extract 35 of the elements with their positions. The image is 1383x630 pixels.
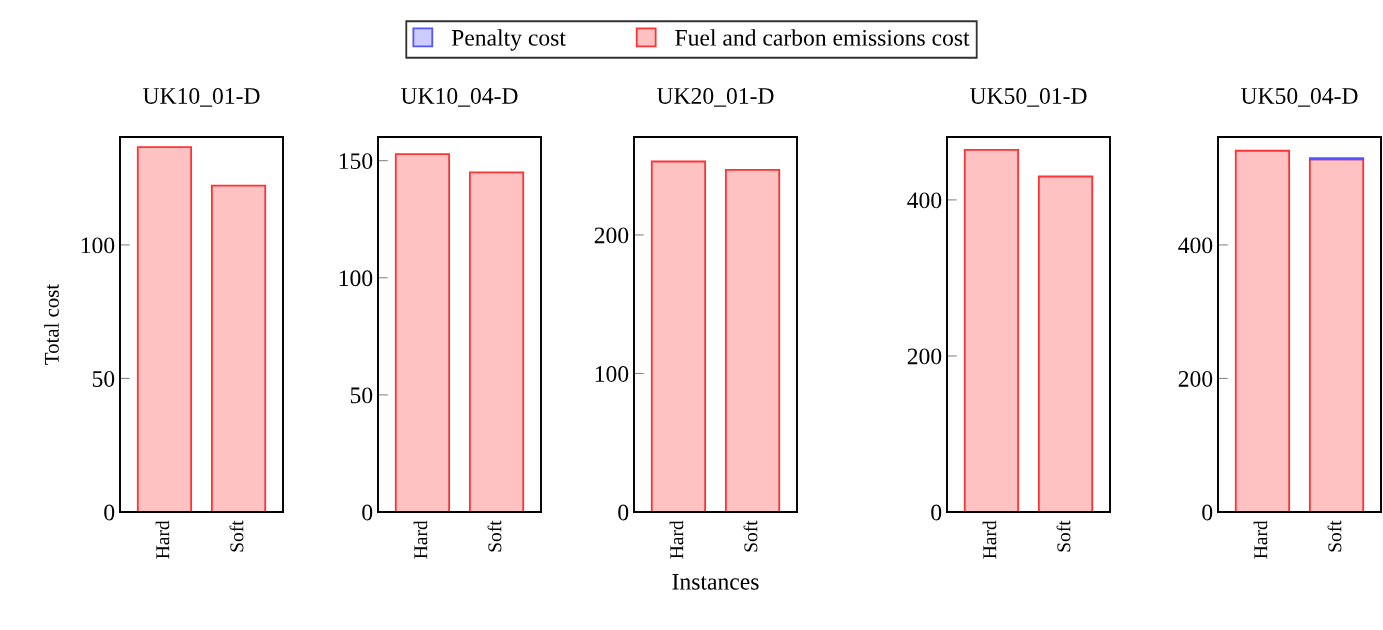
x-tick-label: Hard bbox=[155, 520, 170, 559]
x-tick-label: Soft bbox=[743, 520, 758, 552]
y-tick-label: 400 bbox=[907, 192, 942, 209]
x-tick-label: Soft bbox=[1056, 520, 1071, 552]
legend-label: Fuel and carbon emissions cost bbox=[675, 29, 970, 46]
y-tick-label: 200 bbox=[1178, 370, 1213, 387]
y-tick-label: 50 bbox=[92, 370, 115, 387]
legend-label: Penalty cost bbox=[451, 29, 566, 51]
x-tick-label: Soft bbox=[487, 520, 502, 552]
y-axis-title: Total cost bbox=[44, 283, 59, 365]
y-tick-label: 50 bbox=[350, 387, 373, 404]
chart-title: UK20_01-D bbox=[656, 87, 774, 107]
chart-title: UK50_04-D bbox=[1240, 87, 1358, 107]
x-tick-label: Soft bbox=[229, 520, 244, 552]
chart-title: UK50_01-D bbox=[969, 87, 1087, 107]
y-tick-label: 200 bbox=[907, 348, 942, 365]
y-tick-label: 0 bbox=[104, 504, 115, 521]
x-tick-label: Soft bbox=[1327, 520, 1342, 552]
chart-title: UK10_04-D bbox=[400, 87, 518, 107]
y-tick-label: 100 bbox=[595, 365, 629, 382]
y-tick-label: 100 bbox=[339, 270, 373, 287]
y-tick-label: 0 bbox=[931, 504, 942, 521]
y-tick-label: 100 bbox=[81, 237, 115, 254]
y-tick-label: 0 bbox=[1202, 504, 1213, 521]
chart-title: UK10_01-D bbox=[142, 87, 260, 107]
y-tick-label: 400 bbox=[1178, 237, 1213, 254]
x-tick-label: Hard bbox=[413, 520, 428, 559]
y-tick-label: 0 bbox=[618, 504, 629, 521]
x-tick-label: Hard bbox=[1253, 520, 1268, 559]
x-tick-label: Hard bbox=[982, 520, 997, 559]
x-tick-label: Hard bbox=[669, 520, 684, 559]
y-tick-label: 150 bbox=[339, 153, 373, 170]
y-tick-label: 200 bbox=[594, 227, 629, 244]
y-tick-label: 0 bbox=[362, 504, 373, 521]
x-axis-title: Instances bbox=[672, 574, 759, 590]
